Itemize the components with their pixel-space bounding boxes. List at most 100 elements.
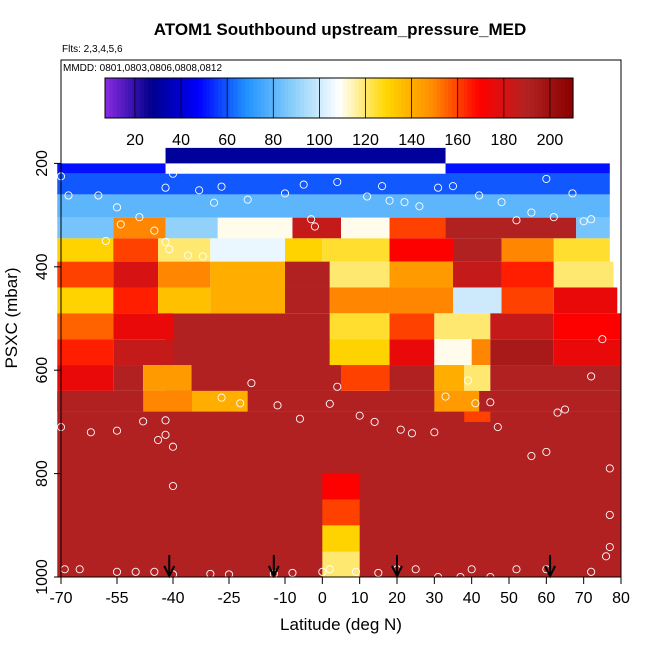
- heatmap-cell: [57, 313, 114, 340]
- colorbar-segment: [335, 78, 340, 118]
- x-axis-label: Latitude (deg N): [280, 615, 402, 634]
- colorbar-segment: [385, 78, 391, 118]
- heatmap-cell: [553, 238, 610, 262]
- data-point: [210, 198, 219, 207]
- data-point: [396, 425, 405, 434]
- data-point: [307, 215, 316, 224]
- colorbar-segment: [175, 78, 180, 118]
- observation-points: [56, 169, 614, 582]
- colorbar-segment: [241, 78, 246, 118]
- colorbar-segment: [495, 78, 500, 118]
- colorbar-segment: [327, 78, 332, 118]
- colorbar-segment: [452, 78, 457, 118]
- colorbar-segment: [370, 78, 375, 118]
- flight-arrow-head: [544, 565, 556, 579]
- colorbar-segment: [249, 78, 254, 118]
- colorbar-segment: [147, 78, 153, 118]
- data-point: [165, 245, 174, 254]
- data-point: [333, 382, 342, 391]
- data-point: [542, 174, 551, 183]
- data-point: [605, 510, 614, 520]
- x-tick-label: -55: [105, 590, 128, 607]
- colorbar-segment: [362, 78, 367, 118]
- heatmap-cell: [464, 411, 491, 422]
- colorbar-tick-label: 20: [126, 132, 144, 149]
- heatmap-cell: [464, 365, 491, 391]
- data-point: [605, 542, 614, 552]
- data-point: [527, 451, 536, 461]
- heatmap-cell: [341, 365, 390, 391]
- data-point: [602, 552, 611, 561]
- data-point: [378, 182, 387, 191]
- heatmap-cell: [191, 365, 248, 391]
- heatmap-background-mid2: [247, 365, 341, 391]
- data-point: [243, 195, 252, 204]
- x-tick-label: -25: [217, 590, 240, 607]
- data-point: [295, 414, 304, 423]
- colorbar-segment: [198, 78, 204, 118]
- data-point: [486, 398, 495, 407]
- heatmap-cell: [453, 287, 502, 314]
- heatmap-cell: [113, 238, 159, 262]
- heatmap-cell: [158, 238, 211, 262]
- colorbar-segment: [190, 78, 196, 118]
- heatmap-cell: [389, 287, 453, 314]
- colorbar-segment: [128, 78, 133, 118]
- colorbar-segment: [300, 78, 305, 118]
- data-point: [493, 423, 502, 432]
- colorbar-segment: [186, 78, 192, 118]
- colorbar-segment: [218, 78, 223, 118]
- colorbar-segment: [534, 78, 539, 118]
- colorbar-segment: [397, 78, 402, 118]
- colorbar-segment: [463, 78, 469, 118]
- colorbar-tick-label: 80: [264, 132, 282, 149]
- colorbar-segment: [284, 78, 289, 118]
- heatmap-cell: [322, 238, 390, 262]
- heatmap-cell: [57, 365, 114, 391]
- colorbar-segment: [420, 78, 426, 118]
- data-point: [150, 226, 159, 235]
- colorbar-segment: [225, 78, 231, 118]
- colorbar-segment: [565, 78, 570, 118]
- data-point: [86, 428, 95, 437]
- x-axis: -70 -55 -40 -25 -10 0 10 20 30 40 50 60 70 80: [49, 577, 630, 607]
- colorbar-segment: [159, 78, 165, 118]
- data-point: [527, 208, 536, 217]
- colorbar-segment: [307, 78, 313, 118]
- colorbar-segment: [116, 78, 122, 118]
- colorbar-segment: [545, 78, 551, 118]
- heatmap-cell: [113, 313, 173, 340]
- y-axis-label: PSXC (mbar): [2, 267, 21, 368]
- data-point: [475, 191, 484, 200]
- heatmap-cell: [329, 339, 390, 366]
- colorbar-segment: [163, 78, 168, 118]
- colorbar-segment: [323, 78, 328, 118]
- colorbar-segment: [171, 78, 176, 118]
- heatmap-cell: [389, 261, 453, 288]
- colorbar-segment: [268, 78, 274, 118]
- heatmap-cell: [322, 551, 360, 577]
- data-point: [75, 565, 84, 574]
- colorbar-segment: [280, 78, 285, 118]
- data-point: [198, 252, 207, 261]
- heatmap-cell: [389, 238, 453, 262]
- colorbar-segment: [413, 78, 418, 118]
- heatmap-cell: [285, 238, 323, 262]
- heatmap-cell: [210, 261, 285, 288]
- data-point: [299, 180, 308, 189]
- colorbar-segment: [502, 78, 508, 118]
- colorbar-segment: [315, 78, 321, 118]
- data-point: [325, 565, 334, 574]
- heatmap-cell: [158, 261, 211, 288]
- heatmap-cell: [322, 473, 360, 500]
- colorbar-segment: [339, 78, 344, 118]
- data-point: [325, 399, 334, 408]
- colorbar-segment: [264, 78, 270, 118]
- data-point: [154, 435, 163, 445]
- heatmap-cell: [165, 217, 218, 239]
- data-point: [168, 481, 178, 491]
- x-tick-label: 0: [318, 590, 327, 607]
- colorbar-segment: [229, 78, 235, 118]
- data-point: [168, 169, 178, 178]
- data-point: [415, 202, 424, 211]
